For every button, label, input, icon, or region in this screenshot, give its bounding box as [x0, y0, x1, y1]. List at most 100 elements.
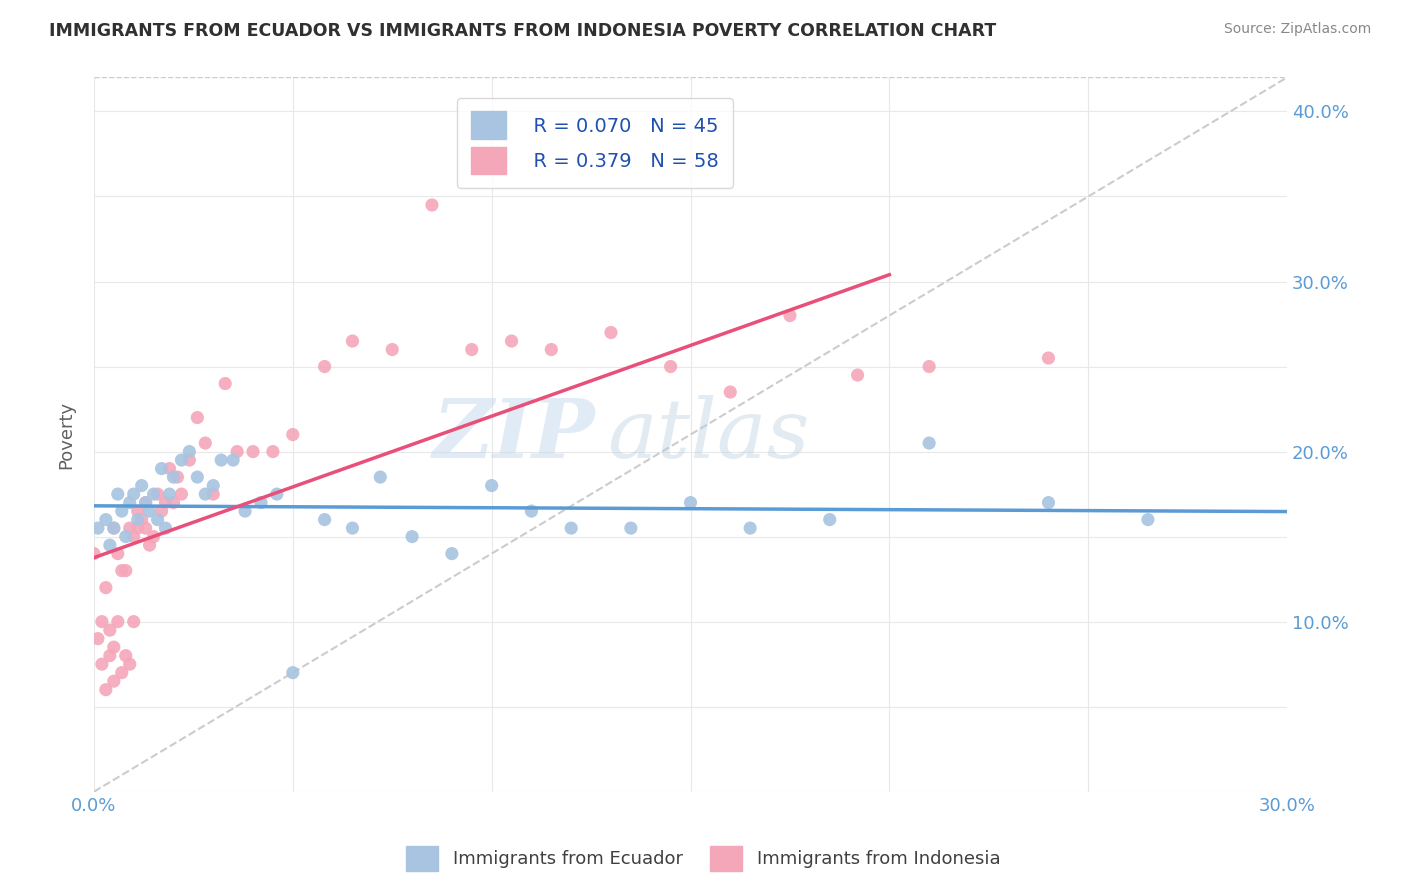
Point — [138, 504, 160, 518]
Point — [118, 495, 141, 509]
Point — [1136, 513, 1159, 527]
Point — [1038, 351, 1060, 365]
Point — [186, 410, 208, 425]
Point — [170, 487, 193, 501]
Point — [314, 513, 336, 527]
Point — [111, 665, 134, 680]
Point — [401, 530, 423, 544]
Point — [107, 615, 129, 629]
Point — [114, 564, 136, 578]
Point — [155, 495, 177, 509]
Point — [262, 444, 284, 458]
Point — [314, 359, 336, 374]
Point — [142, 530, 165, 544]
Point — [501, 334, 523, 348]
Point — [135, 495, 157, 509]
Point — [122, 487, 145, 501]
Point — [520, 504, 543, 518]
Text: IMMIGRANTS FROM ECUADOR VS IMMIGRANTS FROM INDONESIA POVERTY CORRELATION CHART: IMMIGRANTS FROM ECUADOR VS IMMIGRANTS FR… — [49, 22, 997, 40]
Point — [127, 513, 149, 527]
Point — [127, 521, 149, 535]
Text: ZIP: ZIP — [433, 394, 595, 475]
Point — [440, 547, 463, 561]
Point — [620, 521, 643, 535]
Point — [114, 648, 136, 663]
Point — [83, 547, 105, 561]
Point — [103, 521, 125, 535]
Point — [103, 640, 125, 655]
Legend: Immigrants from Ecuador, Immigrants from Indonesia: Immigrants from Ecuador, Immigrants from… — [398, 838, 1008, 879]
Point — [194, 487, 217, 501]
Point — [202, 478, 225, 492]
Point — [918, 359, 941, 374]
Point — [114, 530, 136, 544]
Point — [159, 461, 181, 475]
Point — [122, 530, 145, 544]
Point — [111, 504, 134, 518]
Point — [135, 521, 157, 535]
Point — [179, 453, 201, 467]
Point — [170, 453, 193, 467]
Point — [98, 623, 121, 637]
Point — [179, 444, 201, 458]
Point — [342, 521, 364, 535]
Point — [155, 521, 177, 535]
Point — [368, 470, 391, 484]
Point — [107, 547, 129, 561]
Point — [659, 359, 682, 374]
Point — [98, 648, 121, 663]
Point — [150, 504, 173, 518]
Point — [560, 521, 582, 535]
Point — [718, 385, 741, 400]
Point — [150, 461, 173, 475]
Point — [94, 513, 117, 527]
Point — [127, 504, 149, 518]
Point — [818, 513, 841, 527]
Text: Source: ZipAtlas.com: Source: ZipAtlas.com — [1223, 22, 1371, 37]
Point — [222, 453, 245, 467]
Point — [202, 487, 225, 501]
Point — [166, 470, 188, 484]
Point — [118, 521, 141, 535]
Point — [242, 444, 264, 458]
Point — [90, 615, 112, 629]
Point — [162, 495, 184, 509]
Point — [381, 343, 404, 357]
Point — [87, 521, 110, 535]
Point — [481, 478, 503, 492]
Point — [98, 538, 121, 552]
Point — [122, 615, 145, 629]
Point — [118, 657, 141, 672]
Point — [420, 198, 443, 212]
Point — [162, 470, 184, 484]
Point — [87, 632, 110, 646]
Point — [159, 487, 181, 501]
Point — [111, 564, 134, 578]
Point — [679, 495, 702, 509]
Point — [600, 326, 623, 340]
Point — [461, 343, 484, 357]
Point — [186, 470, 208, 484]
Point — [94, 682, 117, 697]
Point — [226, 444, 249, 458]
Point — [142, 487, 165, 501]
Point — [135, 495, 157, 509]
Point — [779, 309, 801, 323]
Point — [194, 436, 217, 450]
Point — [146, 487, 169, 501]
Point — [90, 657, 112, 672]
Text: atlas: atlas — [607, 394, 810, 475]
Point — [131, 513, 153, 527]
Point — [107, 487, 129, 501]
Point — [138, 538, 160, 552]
Point — [281, 427, 304, 442]
Point — [146, 513, 169, 527]
Point — [281, 665, 304, 680]
Y-axis label: Poverty: Poverty — [58, 401, 75, 468]
Point — [209, 453, 232, 467]
Point — [1038, 495, 1060, 509]
Point — [266, 487, 288, 501]
Legend:   R = 0.070   N = 45,   R = 0.379   N = 58: R = 0.070 N = 45, R = 0.379 N = 58 — [457, 98, 733, 188]
Point — [214, 376, 236, 391]
Point — [131, 478, 153, 492]
